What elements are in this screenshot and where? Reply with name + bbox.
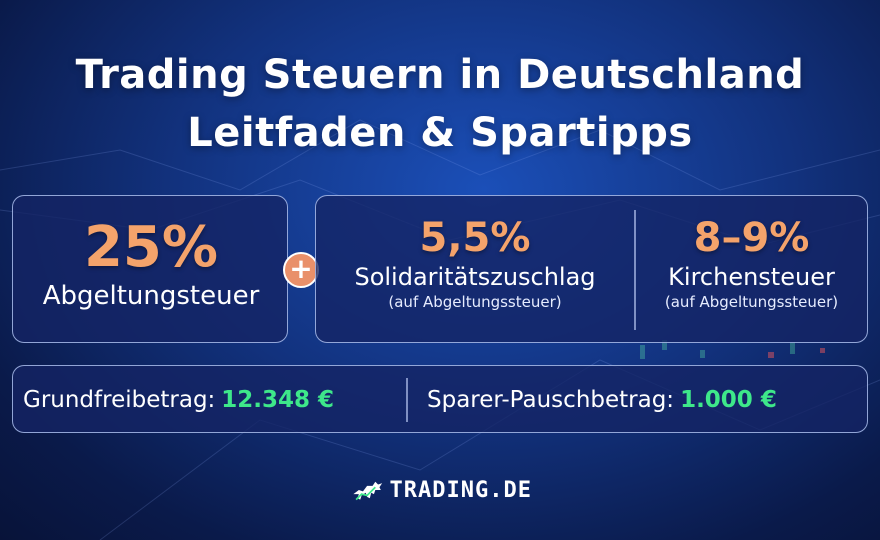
withholding-tax-stat: 25% Abgeltungsteuer (13, 196, 289, 344)
basic-allowance-label: Grundfreibetrag: (23, 387, 216, 413)
surcharges-card: 5,5% Solidaritätszuschlag (auf Abgeltung… (315, 195, 868, 343)
brand-logo: TRADING.DE (352, 470, 532, 510)
basic-allowance: Grundfreibetrag: 12.348 € (23, 366, 334, 434)
solidarity-surcharge-label: Solidaritätszuschlag (354, 263, 596, 291)
title-line-1: Trading Steuern in Deutschland (75, 52, 805, 98)
solidarity-surcharge-stat: 5,5% Solidaritätszuschlag (auf Abgeltung… (316, 196, 634, 344)
allowances-card: Grundfreibetrag: 12.348 € Sparer-Pauschb… (12, 365, 868, 433)
card-divider (634, 210, 636, 330)
allowances-divider (406, 378, 408, 422)
withholding-tax-percent: 25% (83, 215, 219, 280)
basic-allowance-value: 12.348 € (221, 387, 335, 413)
title-line-2: Leitfaden & Spartipps (187, 110, 693, 156)
page-title: Trading Steuern in Deutschland Leitfaden… (0, 46, 880, 162)
church-tax-percent: 8–9% (693, 215, 810, 261)
saver-allowance-label: Sparer-Pauschbetrag: (427, 387, 675, 413)
church-tax-stat: 8–9% Kirchensteuer (auf Abgeltungssteuer… (636, 196, 867, 344)
withholding-tax-label: Abgeltungsteuer (42, 281, 260, 311)
bull-icon (353, 481, 383, 501)
solidarity-surcharge-percent: 5,5% (419, 215, 531, 261)
church-tax-note: (auf Abgeltungssteuer) (664, 293, 839, 311)
church-tax-label: Kirchensteuer (668, 263, 835, 291)
brand-name: TRADING.DE (389, 477, 532, 503)
saver-allowance: Sparer-Pauschbetrag: 1.000 € (427, 366, 777, 434)
withholding-tax-card: 25% Abgeltungsteuer (12, 195, 288, 343)
saver-allowance-value: 1.000 € (680, 387, 777, 413)
solidarity-surcharge-note: (auf Abgeltungssteuer) (388, 293, 562, 311)
plus-icon: + (283, 252, 319, 288)
